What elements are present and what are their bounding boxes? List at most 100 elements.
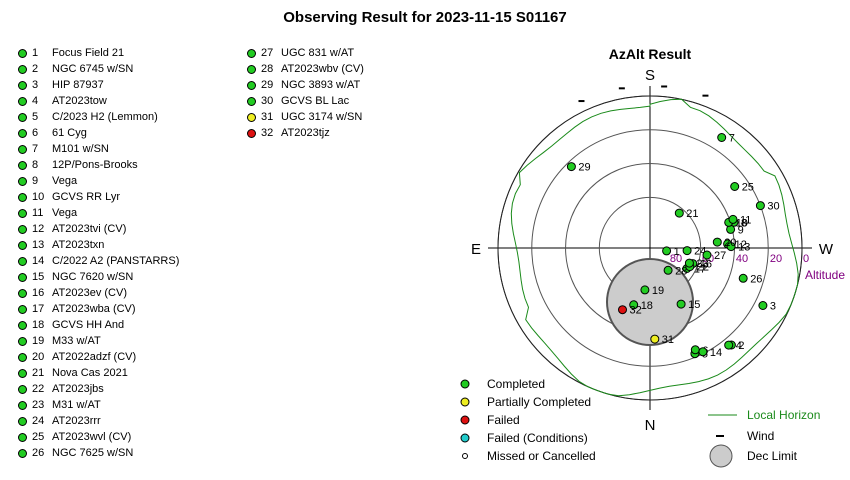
target-name: AT2023txn [52, 239, 105, 251]
target-point-label: 4 [736, 340, 742, 352]
target-point [730, 182, 740, 191]
direction-e: E [471, 241, 481, 258]
status-dot-icon [18, 113, 27, 122]
target-number: 11 [32, 207, 44, 219]
target-name: NGC 7625 w/SN [52, 447, 134, 459]
status-dot-icon [247, 113, 256, 122]
legend-marker-icon [460, 415, 470, 425]
target-number: 3 [32, 79, 39, 91]
target-number: 27 [261, 47, 274, 59]
target-number: 12 [32, 223, 45, 235]
status-dot-icon [247, 49, 256, 58]
target-name: C/2022 A2 (PANSTARRS) [52, 255, 180, 267]
status-dot-icon [18, 289, 27, 298]
target-number: 25 [32, 431, 45, 443]
target-number: 1 [32, 47, 39, 59]
status-dot-icon [247, 65, 256, 74]
legend-label: Failed (Conditions) [487, 431, 588, 445]
target-point [566, 162, 576, 172]
status-dot-icon [18, 193, 27, 202]
status-dot-icon [18, 417, 27, 426]
target-point [650, 334, 660, 344]
target-name: Vega [52, 207, 78, 219]
target-number: 32 [261, 127, 274, 139]
legend-dec-limit-icon [709, 444, 733, 468]
target-point-label: 30 [767, 201, 779, 213]
target-point-label: 9 [738, 224, 744, 236]
target-name: AT2023wba (CV) [52, 303, 136, 315]
status-dot-icon [18, 273, 27, 282]
legend-label: Partially Completed [487, 395, 591, 409]
status-dot-icon [18, 209, 27, 218]
altitude-tick-label: 40 [736, 253, 748, 265]
target-point-label: 31 [662, 334, 674, 346]
target-number: 8 [32, 159, 39, 171]
page-title: Observing Result for 2023-11-15 S01167 [283, 9, 567, 26]
target-point [629, 300, 639, 310]
target-point-label: 20 [724, 237, 736, 249]
target-point-label: 2 [738, 340, 744, 352]
status-dot-icon [18, 305, 27, 314]
target-point [676, 299, 686, 309]
target-number: 22 [32, 383, 45, 395]
target-point [712, 237, 722, 247]
altitude-tick-label: 80 [670, 253, 682, 265]
target-point-label: 1 [674, 246, 680, 258]
target-point-label: 8 [741, 217, 747, 229]
status-dot-icon [18, 401, 27, 410]
target-name: NGC 3893 w/AT [281, 79, 361, 91]
altitude-tick-label: 20 [770, 253, 782, 265]
target-name: AT2023tow [52, 95, 107, 107]
target-point-label: 16 [700, 259, 712, 271]
target-name: AT2023wvl (CV) [52, 431, 132, 443]
target-name: AT2023tjz [281, 127, 330, 139]
status-dot-icon [18, 65, 27, 74]
target-point-label: 21 [686, 208, 698, 220]
target-point [702, 250, 712, 260]
direction-w: W [819, 241, 834, 258]
status-dot-icon [18, 257, 27, 266]
target-number: 17 [32, 303, 45, 315]
direction-s: S [645, 67, 655, 84]
target-point-label: 19 [652, 285, 664, 297]
legend-marker-icon [462, 453, 468, 459]
target-point [717, 133, 727, 142]
target-number: 29 [261, 79, 274, 91]
target-point-label: 23 [696, 258, 708, 270]
target-point [690, 345, 700, 355]
legend-marker-icon [460, 397, 470, 407]
target-name: GCVS HH And [52, 319, 125, 331]
status-dot-icon [18, 321, 27, 330]
target-point [698, 347, 708, 357]
target-name: Nova Cas 2021 [52, 367, 128, 379]
altitude-tick-label: 0 [803, 253, 809, 265]
status-dot-icon [18, 177, 27, 186]
target-point-label: 18 [641, 300, 653, 312]
target-point [724, 340, 734, 350]
legend-marker-icon [460, 379, 470, 389]
direction-n: N [645, 417, 656, 434]
target-name: GCVS RR Lyr [52, 191, 121, 203]
status-dot-icon [18, 161, 27, 170]
status-dot-icon [18, 369, 27, 378]
target-number: 28 [261, 63, 274, 75]
dec-limit-circle [606, 258, 694, 346]
status-dot-icon [18, 81, 27, 90]
legend-label: Local Horizon [747, 408, 820, 422]
target-number: 23 [32, 399, 45, 411]
target-point-label: 25 [742, 182, 754, 194]
target-point-label: 12 [735, 239, 747, 251]
status-dot-icon [18, 353, 27, 362]
target-point-label: 3 [770, 301, 776, 313]
target-number: 24 [32, 415, 45, 427]
legend-marker-icon [460, 433, 470, 443]
status-dot-icon [18, 433, 27, 442]
target-point-label: 15 [688, 299, 700, 311]
target-number: 14 [32, 255, 45, 267]
status-dot-icon [18, 385, 27, 394]
target-name: AT2023jbs [52, 383, 104, 395]
target-name: UGC 3174 w/SN [281, 111, 363, 123]
target-number: 19 [32, 335, 45, 347]
target-point-label: 29 [578, 162, 590, 174]
target-number: 13 [32, 239, 45, 251]
